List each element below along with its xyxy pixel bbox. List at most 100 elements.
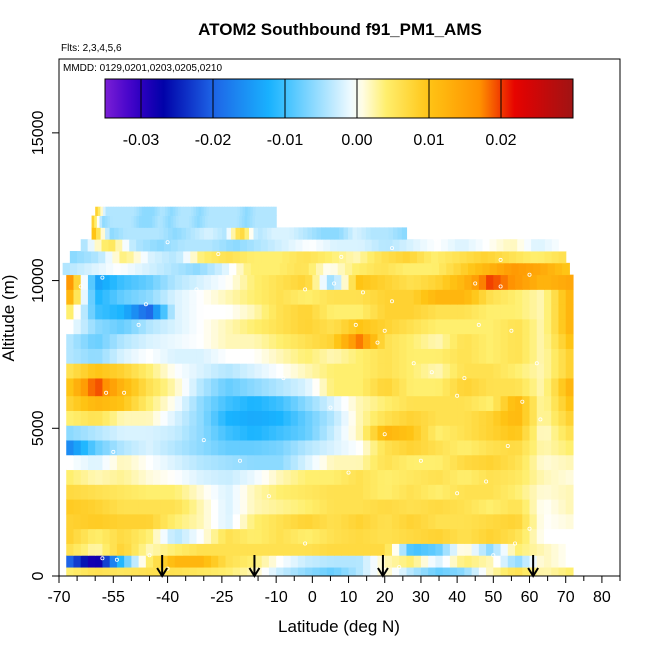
heatmap-cell [167, 440, 176, 456]
heatmap-cell [435, 425, 444, 441]
heatmap-cell [218, 304, 227, 320]
heatmap-cell [87, 469, 96, 485]
heatmap-cell [283, 348, 292, 364]
heatmap-cell [283, 440, 292, 456]
heatmap-cell [442, 469, 451, 485]
sample-point [230, 352, 235, 357]
heatmap-cell [268, 333, 277, 349]
heatmap-cell [399, 513, 408, 530]
heatmap-cell [543, 454, 552, 471]
heatmap-cell [391, 348, 400, 364]
heatmap-cell [244, 215, 248, 228]
heatmap-cell [486, 395, 494, 411]
heatmap-cell [457, 484, 465, 500]
heatmap-cell [507, 289, 516, 305]
heatmap-cell [263, 206, 267, 216]
heatmap-cell [189, 378, 198, 397]
sample-point [100, 556, 105, 561]
heatmap-cell [543, 484, 552, 500]
x-tick-label: 40 [448, 589, 466, 606]
heatmap-cell [406, 499, 415, 515]
heatmap-cell [518, 262, 527, 276]
heatmap-cell [384, 555, 393, 568]
heatmap-cell [344, 262, 353, 276]
heatmap-cell [478, 454, 487, 471]
heatmap-cell [80, 528, 89, 544]
heatmap-cell [95, 484, 104, 500]
heatmap-cell [290, 395, 299, 411]
heatmap-cell [196, 410, 205, 426]
heatmap-cell [145, 318, 154, 335]
heatmap-cell [116, 274, 125, 290]
heatmap-cell [186, 215, 190, 228]
heatmap-cell [486, 410, 494, 426]
heatmap-cell [290, 499, 299, 515]
heatmap-cell [218, 251, 227, 264]
heatmap-cell [551, 513, 560, 530]
heatmap-cell [297, 513, 306, 530]
heatmap-cell [138, 499, 147, 515]
heatmap-cell [467, 262, 476, 276]
heatmap-cell [167, 206, 171, 216]
heatmap-cell [482, 262, 491, 276]
heatmap-cell [182, 454, 190, 471]
heatmap-cell [558, 378, 567, 397]
heatmap-cell [565, 274, 574, 290]
heatmap-cell [435, 318, 444, 335]
heatmap-cell [174, 513, 183, 530]
heatmap-cell [449, 304, 458, 320]
heatmap-cell [239, 513, 248, 530]
heatmap-cell [170, 206, 174, 216]
heatmap-cell [428, 333, 437, 349]
heatmap-cell [109, 499, 118, 515]
heatmap-cell [167, 555, 176, 568]
heatmap-cell [268, 469, 277, 485]
sample-point [389, 246, 394, 251]
heatmap-cell [218, 333, 227, 349]
heatmap-cell [138, 289, 147, 305]
heatmap-cell [203, 425, 212, 441]
heatmap-cell [276, 289, 284, 305]
heatmap-cell [464, 395, 473, 411]
heatmap-cell [80, 440, 89, 456]
heatmap-cell [478, 513, 487, 530]
heatmap-cell [69, 262, 78, 276]
heatmap-cell [136, 239, 144, 252]
heatmap-cell [442, 304, 451, 320]
heatmap-cell [95, 348, 104, 364]
heatmap-cell [188, 206, 192, 216]
heatmap-cell [377, 274, 386, 290]
heatmap-cell [189, 528, 198, 544]
heatmap-cell [312, 289, 321, 305]
heatmap-cell [384, 348, 393, 364]
heatmap-cell [183, 215, 188, 228]
heatmap-cell [95, 555, 104, 568]
heatmap-cell [363, 440, 371, 456]
heatmap-cell [357, 239, 366, 252]
heatmap-cell [384, 513, 393, 530]
heatmap-cell [94, 239, 103, 252]
heatmap-cell [87, 304, 96, 320]
heatmap-cell [218, 440, 227, 456]
heatmap-cell [428, 410, 437, 426]
heatmap-cell [181, 215, 185, 228]
heatmap-cell [391, 543, 400, 556]
heatmap-cell [138, 378, 147, 397]
heatmap-cell [493, 318, 502, 335]
heatmap-cell [268, 513, 277, 530]
heatmap-cell [211, 304, 219, 320]
heatmap-cell [105, 206, 109, 216]
heatmap-cell [153, 499, 161, 515]
heatmap-cell [428, 469, 437, 485]
heatmap-cell [420, 543, 429, 556]
heatmap-cell [551, 363, 560, 379]
heatmap-cell [315, 262, 324, 276]
heatmap-cell [261, 543, 270, 556]
heatmap-cell [536, 543, 545, 556]
heatmap-cell [102, 363, 111, 379]
heatmap-cell [116, 469, 125, 485]
heatmap-cell [334, 363, 342, 379]
heatmap-cell [268, 410, 277, 426]
heatmap-cell [348, 410, 357, 426]
heatmap-cell [182, 440, 190, 456]
